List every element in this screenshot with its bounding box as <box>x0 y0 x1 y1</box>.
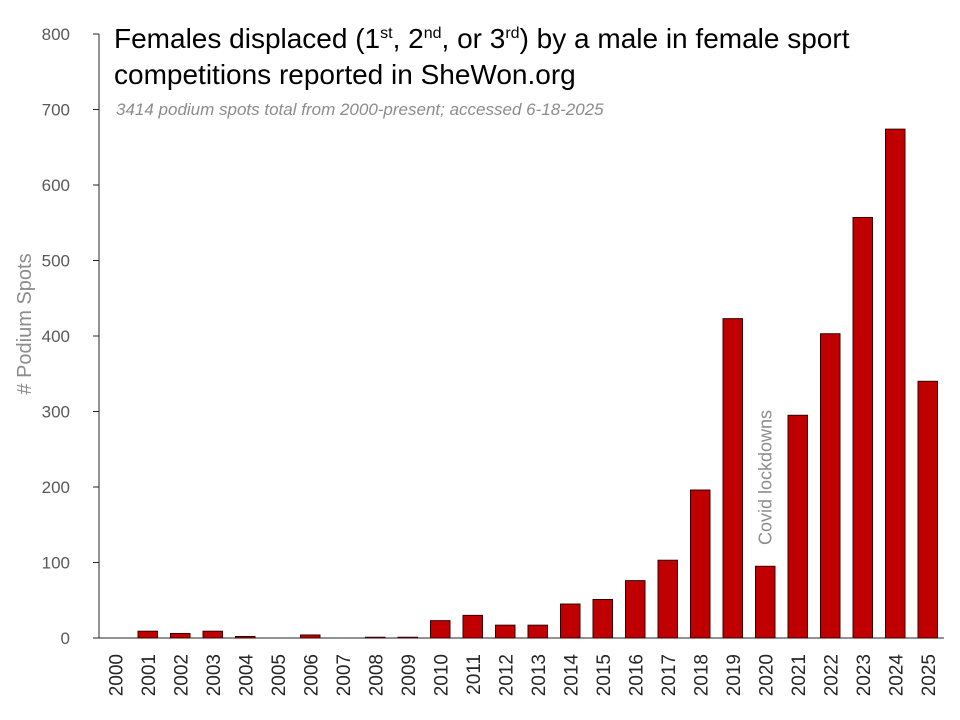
x-tick-label: 2007 <box>334 654 355 696</box>
bar-2009 <box>397 636 418 639</box>
bar-2023 <box>852 216 873 639</box>
x-tick-label: 2015 <box>594 654 615 696</box>
bar-2017 <box>657 559 678 639</box>
bar-2013 <box>527 624 548 639</box>
bar-2022 <box>820 333 841 639</box>
x-tick-label: 2019 <box>724 654 745 696</box>
bar-2010 <box>430 620 451 639</box>
y-tick-label: 200 <box>42 478 70 497</box>
x-tick-label: 2013 <box>529 654 550 696</box>
x-tick-label: 2025 <box>919 654 940 696</box>
bar-2006 <box>300 634 321 639</box>
x-tick-label: 2023 <box>854 654 875 696</box>
bar-2016 <box>625 580 646 639</box>
x-tick-label: 2022 <box>821 654 842 696</box>
bar-2004 <box>235 635 256 639</box>
x-tick-label: 2021 <box>789 654 810 696</box>
chart-title-line2: competitions reported in SheWon.org <box>114 59 576 90</box>
bar-2015 <box>592 598 613 639</box>
x-tick-label: 2008 <box>366 654 387 696</box>
bar-2011 <box>462 614 483 639</box>
x-tick-label: 2024 <box>886 654 907 697</box>
bar-2024 <box>885 128 906 639</box>
chart-title-line1: Females displaced (1st, 2nd, or 3rd) by … <box>114 23 850 54</box>
y-tick-label: 700 <box>42 101 70 120</box>
x-tick-group: 2000 2001 2002 2003 2004 2005 2006 2007 2008 2009… <box>106 654 940 697</box>
bar-2018 <box>690 489 711 639</box>
x-tick-label: 2004 <box>236 654 257 697</box>
x-tick-label: 2002 <box>171 654 192 696</box>
bar-2014 <box>560 603 581 639</box>
x-tick-label: 2020 <box>756 654 777 696</box>
bar-2019 <box>722 318 743 639</box>
y-tick-label: 0 <box>61 629 70 648</box>
x-tick-label: 2005 <box>269 654 290 696</box>
x-tick-label: 2006 <box>301 654 322 696</box>
x-tick-label: 2009 <box>399 654 420 696</box>
annotation-group: Covid lockdowns <box>755 410 775 545</box>
x-tick-label: 2010 <box>431 654 452 696</box>
bar-2008 <box>365 636 386 639</box>
x-tick-label: 2011 <box>464 654 485 695</box>
bar-2003 <box>202 630 223 639</box>
y-tick-label: 300 <box>42 403 70 422</box>
x-tick-label: 2001 <box>139 654 160 696</box>
bar-2021 <box>787 414 808 639</box>
y-tick-label: 600 <box>42 176 70 195</box>
y-tick-label: 400 <box>42 327 70 346</box>
chart-subtitle: 3414 podium spots total from 2000-presen… <box>116 100 604 119</box>
y-tick-label: 100 <box>42 554 70 573</box>
x-tick-label: 2017 <box>659 654 680 696</box>
x-tick-label: 2003 <box>204 654 225 696</box>
bar-2012 <box>495 624 516 639</box>
covid-lockdowns-annotation: Covid lockdowns <box>755 410 775 545</box>
x-tick-label: 2016 <box>626 654 647 696</box>
y-tick-label: 800 <box>42 25 70 44</box>
x-tick-label: 2014 <box>561 654 582 697</box>
y-tick-group: 0 100 200 300 400 500 600 700 800 <box>42 25 99 648</box>
x-tick-label: 2000 <box>106 654 127 696</box>
bar-group <box>137 128 938 639</box>
bar-2001 <box>137 630 158 639</box>
y-axis-label: # Podium Spots <box>14 253 36 394</box>
x-tick-label: 2012 <box>496 654 517 696</box>
bar-2002 <box>170 632 191 639</box>
bar-2025 <box>917 380 938 639</box>
bar-2020 <box>755 565 776 639</box>
x-tick-label: 2018 <box>691 654 712 696</box>
y-tick-label: 500 <box>42 252 70 271</box>
